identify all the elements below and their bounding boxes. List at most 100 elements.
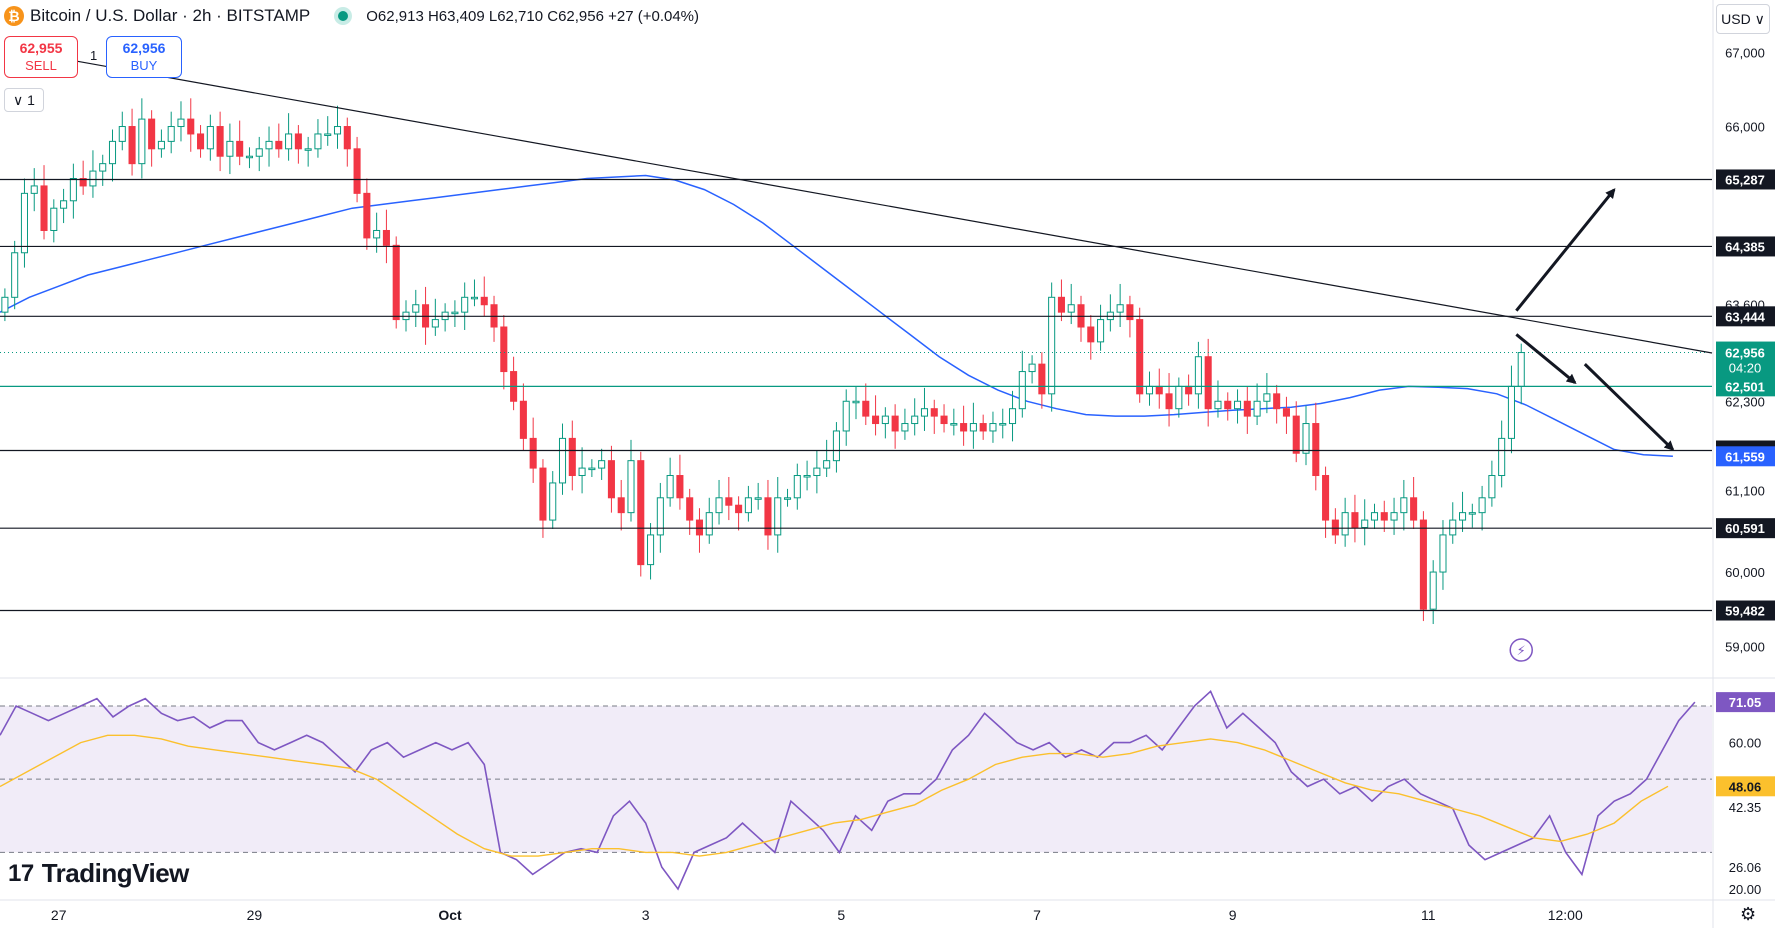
candle-37: [363, 178, 371, 250]
candle-body-13: [128, 126, 136, 165]
candle-129: [1263, 373, 1271, 414]
candle-133: [1302, 405, 1310, 466]
candle-body-128: [1253, 400, 1261, 417]
arrow-up-0: [1515, 188, 1616, 312]
candle-34: [333, 105, 342, 149]
candle-113: [1106, 294, 1114, 332]
candle-36: [353, 136, 361, 203]
candle-149: [1459, 491, 1467, 532]
candle-49: [480, 276, 488, 317]
candle-59: [578, 447, 586, 494]
level-label-5: 60,591: [1725, 521, 1765, 536]
candle-body-14: [138, 118, 146, 165]
price-tick-5: 60,000: [1725, 565, 1765, 580]
candle-2: [20, 178, 28, 268]
time-tick-6: 9: [1229, 907, 1237, 923]
price-axis: 65,28764,38563,44462,50161,63760,59159,4…: [1716, 45, 1775, 897]
candle-144: [1410, 477, 1418, 529]
candle-123: [1204, 338, 1212, 427]
candle-body-84: [823, 460, 831, 469]
candle-138: [1351, 494, 1359, 543]
candle-141: [1380, 500, 1388, 532]
candle-73: [715, 479, 723, 525]
candle-155: [1517, 343, 1525, 405]
candle-12: [118, 111, 126, 151]
candle-body-2: [20, 192, 28, 254]
candle-60: [588, 459, 596, 478]
market-status-icon: [338, 11, 349, 21]
candle-body-11: [108, 140, 117, 165]
tradingview-logo[interactable]: 17 TradingView: [8, 858, 189, 889]
candle-105: [1028, 355, 1036, 384]
candle-31: [304, 136, 312, 167]
candle-body-30: [294, 133, 302, 150]
candle-body-91: [891, 415, 899, 432]
candle-91: [891, 404, 899, 449]
candle-65: [637, 451, 645, 577]
time-tick-2: Oct: [438, 907, 462, 923]
countdown-label: 04:20: [1729, 361, 1762, 376]
candle-body-33: [324, 133, 332, 136]
candle-body-25: [245, 155, 253, 159]
candle-119: [1165, 373, 1173, 427]
candle-body-141: [1380, 512, 1388, 521]
sell-button[interactable]: 62,955 SELL: [4, 36, 78, 78]
buy-label: BUY: [130, 58, 158, 73]
candle-body-68: [666, 475, 674, 499]
time-tick-7: 11: [1421, 907, 1436, 923]
candle-131: [1282, 396, 1290, 434]
candle-139: [1361, 499, 1369, 546]
candle-21: [206, 114, 214, 161]
candle-body-64: [627, 460, 635, 514]
candle-body-102: [999, 423, 1007, 426]
candle-7: [69, 163, 77, 219]
collapse-dropdown[interactable]: ∨ 1: [4, 88, 44, 112]
candle-32: [314, 119, 322, 158]
price-tick-2: 63,600: [1725, 298, 1765, 313]
gear-icon[interactable]: ⚙: [1740, 904, 1757, 924]
horizontal-levels: [0, 178, 1712, 612]
rsi-tick-3: 42.35: [1729, 800, 1762, 815]
rsi-ma-current-bg: [1716, 776, 1775, 797]
candle-77: [754, 482, 762, 510]
candle-body-29: [285, 133, 293, 150]
candle-body-56: [549, 482, 557, 521]
candle-70: [686, 488, 694, 535]
candle-body-147: [1439, 534, 1447, 573]
candle-body-82: [803, 475, 811, 478]
candle-24: [236, 120, 244, 166]
symbol-title[interactable]: Bitcoin / U.S. Dollar · 2h · BITSTAMP: [30, 6, 311, 25]
candle-52: [510, 356, 518, 411]
logo-text: TradingView: [41, 858, 190, 888]
candle-body-111: [1087, 326, 1095, 343]
ma-label-bg: [1716, 446, 1775, 467]
candle-67: [656, 482, 664, 553]
candle-body-61: [598, 460, 606, 469]
candle-body-137: [1341, 512, 1349, 536]
level-label-bg-2: [1716, 306, 1775, 327]
candle-29: [285, 113, 293, 161]
candle-body-42: [412, 304, 420, 313]
candle-5: [50, 199, 58, 243]
buy-button[interactable]: 62,956 BUY: [106, 36, 182, 78]
currency-dropdown[interactable]: USD ∨: [1716, 4, 1770, 34]
level-label-3: 62,501: [1725, 379, 1765, 394]
candle-90: [881, 407, 889, 439]
candle-11: [108, 129, 117, 182]
quantity[interactable]: 1: [90, 48, 98, 63]
candle-125: [1224, 392, 1232, 421]
candle-114: [1116, 283, 1124, 328]
candle-body-39: [382, 229, 390, 246]
candle-134: [1312, 402, 1320, 491]
candle-51: [500, 315, 508, 390]
candle-body-7: [69, 178, 77, 202]
candle-135: [1322, 466, 1330, 538]
candle-body-146: [1429, 571, 1437, 610]
candle-28: [275, 123, 283, 158]
candle-18: [177, 101, 185, 142]
candle-151: [1478, 485, 1486, 531]
candle-150: [1468, 503, 1476, 528]
candle-body-138: [1351, 512, 1359, 528]
time-tick-1: 29: [247, 907, 263, 923]
